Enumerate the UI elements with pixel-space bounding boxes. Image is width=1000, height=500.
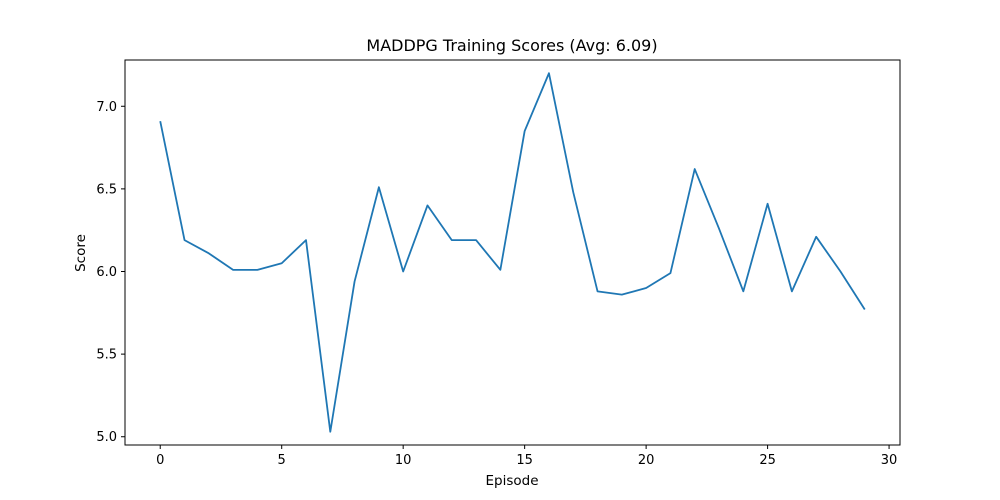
y-axis: 5.0 5.5 6.0 6.5 7.0 [96, 100, 125, 445]
x-tick-label: 0 [156, 453, 164, 468]
chart-title: MADDPG Training Scores (Avg: 6.09) [366, 36, 657, 55]
x-tick-label: 5 [278, 453, 286, 468]
x-tick-label: 30 [881, 453, 898, 468]
series-line-score [159, 72, 866, 433]
y-tick-label: 7.0 [96, 100, 117, 115]
y-tick-label: 6.5 [96, 182, 117, 197]
x-tick-label: 20 [638, 453, 655, 468]
x-tick-label: 25 [759, 453, 776, 468]
y-tick-label: 5.5 [96, 348, 117, 363]
x-axis: 0 5 10 15 20 25 30 [156, 445, 897, 468]
x-axis-title: Episode [485, 473, 538, 489]
y-axis-title: Score [73, 234, 89, 272]
plot-area [124, 59, 901, 446]
y-tick-label: 5.0 [96, 430, 117, 445]
x-tick-label: 15 [516, 453, 533, 468]
x-tick-label: 10 [395, 453, 412, 468]
y-tick-label: 6.0 [96, 265, 117, 280]
